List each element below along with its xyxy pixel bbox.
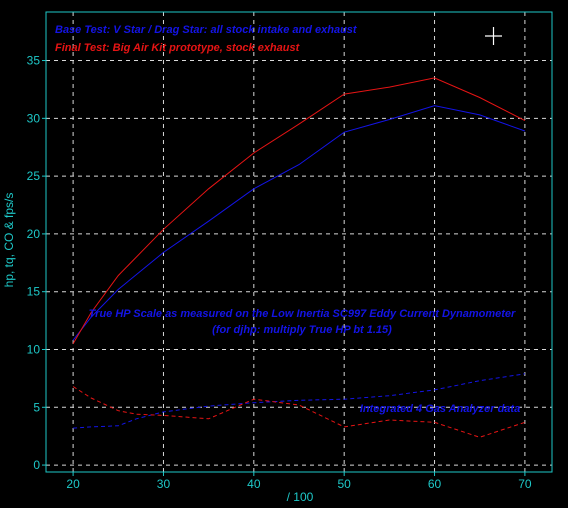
x-tick-label: 20 [66,477,80,491]
x-axis-title: / 100 [287,490,314,504]
annotation-gas-analyzer: Integrated 4 Gas Analyzer data [360,403,520,415]
axis-ticks: 20 30 40 50 60 70 0 5 10 15 20 25 30 35 [27,54,532,491]
x-tick-label: 30 [157,477,171,491]
y-tick-label: 15 [27,285,41,299]
x-tick-label: 70 [518,477,532,491]
series-final-gas-line [72,386,526,438]
y-tick-label: 20 [27,227,41,241]
x-tick-label: 50 [337,477,351,491]
plot-frame [45,11,553,473]
y-tick-label: 35 [27,54,41,68]
legend-final-test: Final Test: Big Air Kit prototype, stock… [55,42,301,54]
annotation-scale-line1: True HP Scale as measured on the Low Ine… [89,308,516,320]
series-base-gas-line [73,373,525,429]
y-tick-label: 0 [33,458,40,472]
y-tick-label: 5 [33,400,40,414]
y-tick-label: 10 [27,342,41,356]
x-tick-label: 40 [247,477,261,491]
annotation-scale-line2: (for djhp: multiply True HP bt 1.15) [212,324,392,336]
legend-base-test: Base Test: V Star / Drag Star: all stock… [55,24,358,36]
series-lines [72,77,526,438]
crosshair-cursor-icon[interactable] [485,27,502,45]
y-tick-label: 25 [27,169,41,183]
y-axis-title: hp, tq, CO & fps/s [2,193,16,288]
series-final-hp-line [72,77,526,344]
y-tick-label: 30 [27,111,41,125]
x-tick-label: 60 [428,477,442,491]
series-base-hp-line [72,105,526,341]
